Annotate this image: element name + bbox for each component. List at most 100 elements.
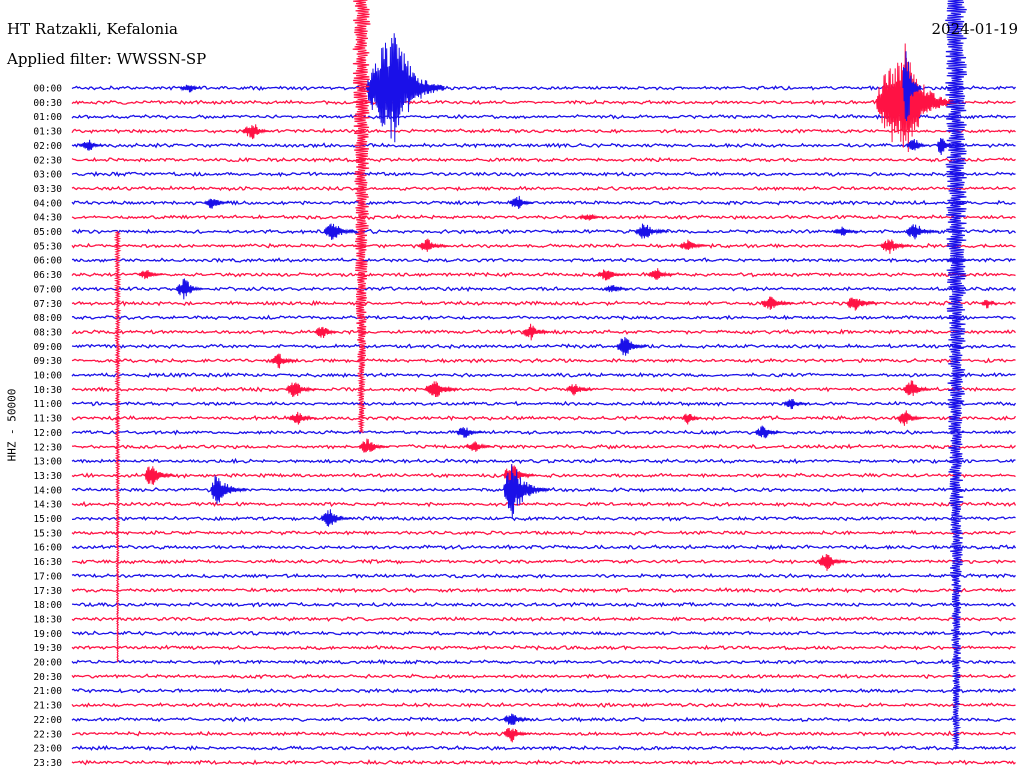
tick-label: 04:30 bbox=[33, 213, 62, 224]
trace-row bbox=[71, 400, 1017, 407]
saturated-waveform bbox=[113, 230, 122, 663]
seismic-event bbox=[365, 33, 445, 143]
trace-row bbox=[71, 587, 1016, 594]
trace-row bbox=[71, 572, 1016, 579]
tick-label: 22:30 bbox=[33, 729, 62, 740]
seismic-event bbox=[465, 441, 494, 452]
trace-row bbox=[71, 529, 1016, 536]
tick-label: 15:00 bbox=[33, 514, 62, 525]
seismic-event bbox=[270, 353, 298, 369]
filter-subtitle: Applied filter: WWSSN-SP bbox=[7, 50, 207, 68]
tick-label: 05:30 bbox=[33, 241, 62, 252]
trace-row bbox=[71, 185, 1016, 192]
tick-label: 10:30 bbox=[33, 385, 62, 396]
seismic-event bbox=[597, 269, 626, 281]
seismic-event bbox=[566, 383, 594, 396]
trace-row bbox=[71, 630, 1016, 637]
date-label: 2024-01-19 bbox=[931, 20, 1018, 38]
tick-label: 23:30 bbox=[33, 758, 62, 769]
tick-label: 06:30 bbox=[33, 270, 62, 281]
tick-label: 12:30 bbox=[33, 442, 62, 453]
trace-row bbox=[71, 443, 1016, 450]
seismic-event bbox=[846, 297, 877, 311]
seismic-event bbox=[635, 223, 670, 239]
trace-row bbox=[71, 730, 1017, 737]
seismic-event bbox=[179, 84, 201, 93]
seismic-event bbox=[175, 278, 204, 300]
seismic-event bbox=[503, 713, 531, 725]
tick-label: 21:00 bbox=[33, 686, 62, 697]
tick-label: 19:00 bbox=[33, 629, 62, 640]
tick-label: 16:00 bbox=[33, 543, 62, 554]
trace-row bbox=[71, 414, 1017, 422]
seismic-event bbox=[210, 475, 248, 504]
tick-label: 00:00 bbox=[33, 84, 62, 95]
tick-label: 06:00 bbox=[33, 256, 62, 267]
seismic-event bbox=[880, 239, 912, 254]
tick-label: 13:00 bbox=[33, 457, 62, 468]
seismic-event bbox=[144, 466, 176, 485]
trace-row bbox=[71, 616, 1016, 623]
tick-label: 08:00 bbox=[33, 313, 62, 324]
tick-label: 13:30 bbox=[33, 471, 62, 482]
tick-label: 17:30 bbox=[33, 586, 62, 597]
tick-label: 07:30 bbox=[33, 299, 62, 310]
tick-label: 08:30 bbox=[33, 327, 62, 338]
tick-label: 02:00 bbox=[33, 141, 62, 152]
trace-row bbox=[71, 214, 1016, 221]
trace-row bbox=[71, 343, 1016, 350]
tick-label: 03:00 bbox=[33, 170, 62, 181]
trace-row bbox=[71, 744, 1016, 752]
seismic-event bbox=[320, 509, 352, 527]
seismic-event bbox=[503, 727, 531, 743]
trace-row bbox=[71, 113, 1016, 120]
seismic-event bbox=[603, 284, 629, 293]
tick-label: 00:30 bbox=[33, 98, 62, 109]
y-axis-label: HHZ - 50000 bbox=[5, 388, 19, 462]
tick-label: 10:00 bbox=[33, 371, 62, 382]
seismic-event bbox=[78, 139, 104, 151]
tick-label: 03:30 bbox=[33, 184, 62, 195]
seismic-event bbox=[358, 438, 390, 453]
trace-row bbox=[71, 156, 1016, 163]
seismic-event bbox=[905, 224, 940, 240]
tick-label: 07:00 bbox=[33, 284, 62, 295]
seismic-event bbox=[503, 464, 549, 519]
tick-label: 01:30 bbox=[33, 127, 62, 138]
saturated-waveform bbox=[945, 0, 967, 749]
trace-row bbox=[71, 386, 1016, 393]
trace-row bbox=[71, 99, 1016, 106]
seismic-event bbox=[875, 43, 955, 153]
trace-row bbox=[71, 687, 1017, 694]
tick-label: 05:00 bbox=[33, 227, 62, 238]
time-tick-labels: 00:00 00:30 01:00 01:30 02:00 02:30 03:00 03:30… bbox=[33, 84, 62, 769]
trace-row bbox=[71, 644, 1016, 651]
tick-label: 09:30 bbox=[33, 356, 62, 367]
seismic-event bbox=[314, 326, 339, 339]
seismic-event bbox=[981, 299, 997, 309]
seismic-event bbox=[427, 381, 459, 398]
seismic-event bbox=[679, 239, 707, 250]
trace-row bbox=[71, 242, 1016, 249]
tick-label: 22:00 bbox=[33, 715, 62, 726]
trace-row bbox=[71, 127, 1016, 134]
seismic-event bbox=[783, 398, 808, 410]
trace-row bbox=[71, 142, 1016, 149]
trace-row bbox=[71, 85, 1016, 91]
trace-row bbox=[71, 457, 1016, 465]
tick-label: 12:00 bbox=[33, 428, 62, 439]
tick-label: 20:00 bbox=[33, 658, 62, 669]
seismic-event bbox=[754, 425, 783, 439]
seismic-event bbox=[522, 323, 550, 341]
trace-row bbox=[71, 357, 1016, 364]
trace-row bbox=[71, 199, 1016, 206]
trace-row bbox=[71, 558, 1016, 565]
seismic-event bbox=[682, 413, 702, 425]
trace-row bbox=[71, 228, 1016, 235]
trace-row bbox=[71, 658, 1016, 666]
seismic-event bbox=[455, 427, 484, 438]
seismic-event bbox=[285, 382, 317, 398]
tick-label: 21:30 bbox=[33, 701, 62, 712]
trace-row bbox=[71, 601, 1016, 608]
seismic-event bbox=[833, 226, 859, 236]
